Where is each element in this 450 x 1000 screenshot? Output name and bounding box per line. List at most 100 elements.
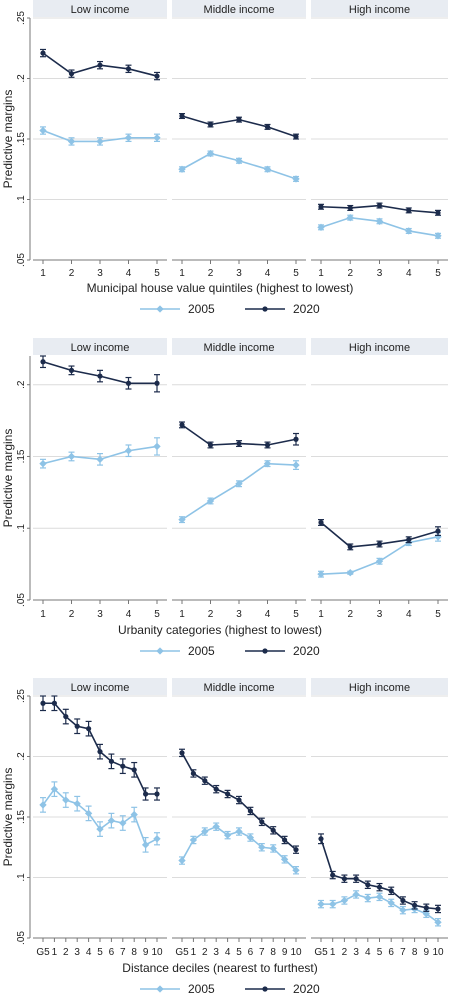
- data-point-2020: [330, 872, 336, 878]
- data-point-2020: [347, 205, 353, 211]
- panel-header-band: [33, 338, 167, 355]
- data-point-2020: [51, 700, 58, 706]
- series-2005: [39, 437, 161, 469]
- panel-3-2: Middle income G5 1 2 3 4 5 6 7 8 9 10: [172, 678, 306, 958]
- data-point-2020: [376, 884, 383, 890]
- data-point-2005: [263, 459, 272, 468]
- data-point-2005: [178, 165, 186, 173]
- y-tick-label: .15: [16, 449, 27, 463]
- x-tick-label: 1: [330, 947, 336, 958]
- data-point-2005: [317, 900, 325, 908]
- x-tick-label: 6: [109, 947, 115, 958]
- legend-label-2020: 2020: [293, 644, 320, 658]
- data-point-2005: [317, 570, 325, 578]
- panel-2-1: Low income 1 2 3 4 5: [33, 338, 167, 620]
- panel-2-3: High income 1 2 3 4 5: [311, 338, 448, 620]
- data-point-2020: [264, 124, 271, 130]
- panel-header-band: [311, 338, 448, 355]
- x-tick-label: 8: [270, 947, 276, 958]
- y-tick-label: .05: [16, 253, 27, 267]
- x-tick-label: 3: [213, 947, 219, 958]
- x-tick-label: 10: [432, 947, 444, 958]
- x-tick-label: 1: [191, 947, 197, 958]
- data-point-2020: [412, 902, 418, 908]
- data-point-2020: [388, 888, 394, 894]
- data-point-2020: [400, 897, 406, 904]
- series-2020: [318, 519, 441, 551]
- x-tick-label: 2: [63, 947, 69, 958]
- x-tick-label: 10: [290, 947, 302, 958]
- plot-area: [172, 356, 306, 600]
- panel-title: Low income: [71, 4, 130, 16]
- data-point-2005: [189, 836, 198, 844]
- data-point-2020: [154, 73, 160, 79]
- legend: 2005 2020: [140, 982, 320, 996]
- x-tick-label: 1: [318, 268, 324, 279]
- panel-1-2: Middle income 1 2 3 4 5: [172, 0, 306, 279]
- plot-area: [33, 356, 167, 600]
- x-tick-label: 5: [293, 609, 299, 620]
- legend-marker-2005: [156, 647, 164, 655]
- x-tick-label: 7: [259, 947, 265, 958]
- data-point-2005: [399, 906, 407, 914]
- y-tick-label: .25: [16, 11, 27, 25]
- panel-title: Low income: [71, 682, 130, 694]
- data-point-2020: [376, 202, 383, 209]
- data-point-2020: [143, 791, 149, 797]
- data-point-2020: [270, 827, 276, 833]
- legend-marker-2005: [156, 985, 164, 993]
- data-point-2005: [340, 896, 349, 905]
- x-tick-label: 5: [236, 947, 242, 958]
- data-point-2020: [40, 359, 46, 365]
- x-tick-label: 4: [126, 609, 132, 620]
- data-point-2005: [292, 461, 300, 469]
- data-point-2005: [141, 841, 150, 849]
- x-tick-label: 3: [74, 947, 80, 958]
- data-point-2020: [179, 113, 185, 119]
- data-point-2005: [67, 137, 76, 146]
- panel-title: High income: [349, 342, 410, 354]
- series-2005: [317, 213, 442, 240]
- data-point-2005: [375, 893, 384, 901]
- data-point-2005: [375, 217, 384, 225]
- data-point-2005: [62, 796, 70, 804]
- series-2020: [40, 48, 160, 81]
- data-point-2020: [154, 791, 160, 797]
- y-tick-label: .25: [16, 689, 27, 703]
- data-point-2020: [40, 50, 46, 56]
- x-tick-label: 5: [293, 268, 299, 279]
- data-point-2005: [235, 827, 243, 836]
- data-point-2020: [264, 442, 271, 448]
- data-point-2005: [269, 844, 277, 853]
- x-tick-label: 10: [151, 947, 163, 958]
- data-point-2020: [213, 786, 219, 792]
- x-tick-label: 2: [69, 609, 75, 620]
- x-tick-label: 4: [406, 609, 412, 620]
- data-point-2020: [347, 544, 353, 550]
- series-2005: [39, 126, 161, 146]
- x-tick-label: 4: [365, 947, 371, 958]
- data-point-2020: [108, 758, 114, 764]
- series-2020: [40, 695, 160, 801]
- x-tick-label: 7: [400, 947, 406, 958]
- panel-1-3: High income 1 2 3 4 5: [311, 0, 448, 279]
- panel-2-2: Middle income 1 2 3 4 5: [172, 338, 306, 620]
- y-tick-label: .15: [16, 810, 27, 824]
- series-2005: [178, 149, 300, 183]
- data-point-2005: [346, 569, 354, 577]
- data-point-2020: [131, 767, 137, 773]
- data-point-2020: [74, 723, 80, 729]
- x-tick-label: 8: [412, 947, 418, 958]
- data-point-2005: [317, 223, 325, 232]
- data-point-2020: [236, 440, 242, 447]
- legend-label-2005: 2005: [188, 982, 215, 996]
- data-point-2020: [376, 541, 383, 547]
- data-point-2020: [406, 537, 412, 543]
- y-tick-label: .05: [16, 931, 27, 945]
- panel-header-band: [311, 678, 448, 695]
- data-point-2005: [434, 232, 442, 240]
- x-tick-label: 5: [97, 947, 103, 958]
- legend-marker-2005: [156, 305, 164, 313]
- x-tick-label: 1: [40, 609, 46, 620]
